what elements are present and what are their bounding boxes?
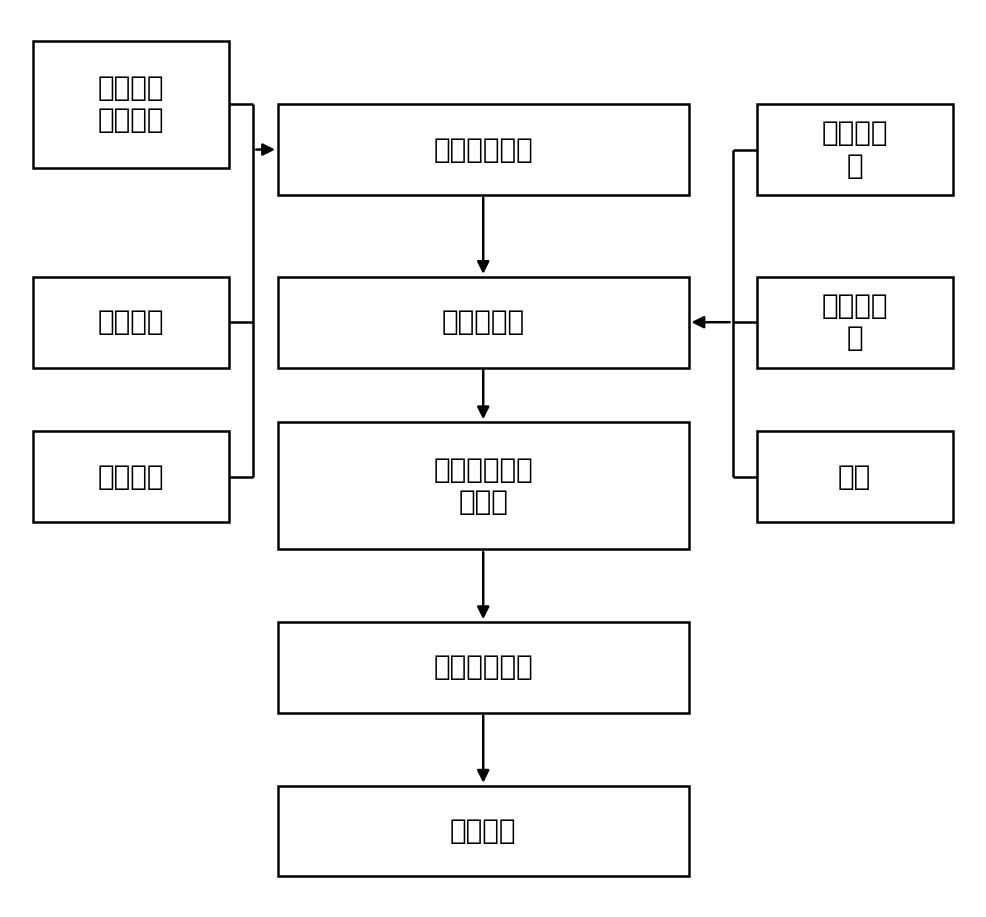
Bar (34, 277, 229, 368)
Text: 异常值剔
除: 异常值剔 除 (821, 119, 888, 180)
Text: 数据预处理: 数据预处理 (442, 308, 525, 337)
Bar (757, 277, 952, 368)
Bar (34, 431, 229, 522)
Text: 路口拓扑
结构数据: 路口拓扑 结构数据 (98, 74, 165, 134)
Text: 交通流量: 交通流量 (98, 308, 165, 337)
Text: 构建多目标优
化模型: 构建多目标优 化模型 (434, 456, 533, 516)
Text: 模型参数标定: 模型参数标定 (434, 654, 533, 681)
Bar (278, 105, 688, 195)
Text: 研究数据收集: 研究数据收集 (434, 136, 533, 163)
Bar (34, 40, 229, 168)
Bar (278, 622, 688, 713)
Text: 模型求解: 模型求解 (450, 817, 517, 845)
Bar (757, 105, 952, 195)
Bar (757, 431, 952, 522)
Bar (278, 786, 688, 877)
Bar (278, 422, 688, 549)
Text: 排队长度: 排队长度 (98, 463, 165, 491)
Text: 缺失值补
齐: 缺失值补 齐 (821, 292, 888, 352)
Text: 去噪: 去噪 (838, 463, 872, 491)
Bar (278, 277, 688, 368)
